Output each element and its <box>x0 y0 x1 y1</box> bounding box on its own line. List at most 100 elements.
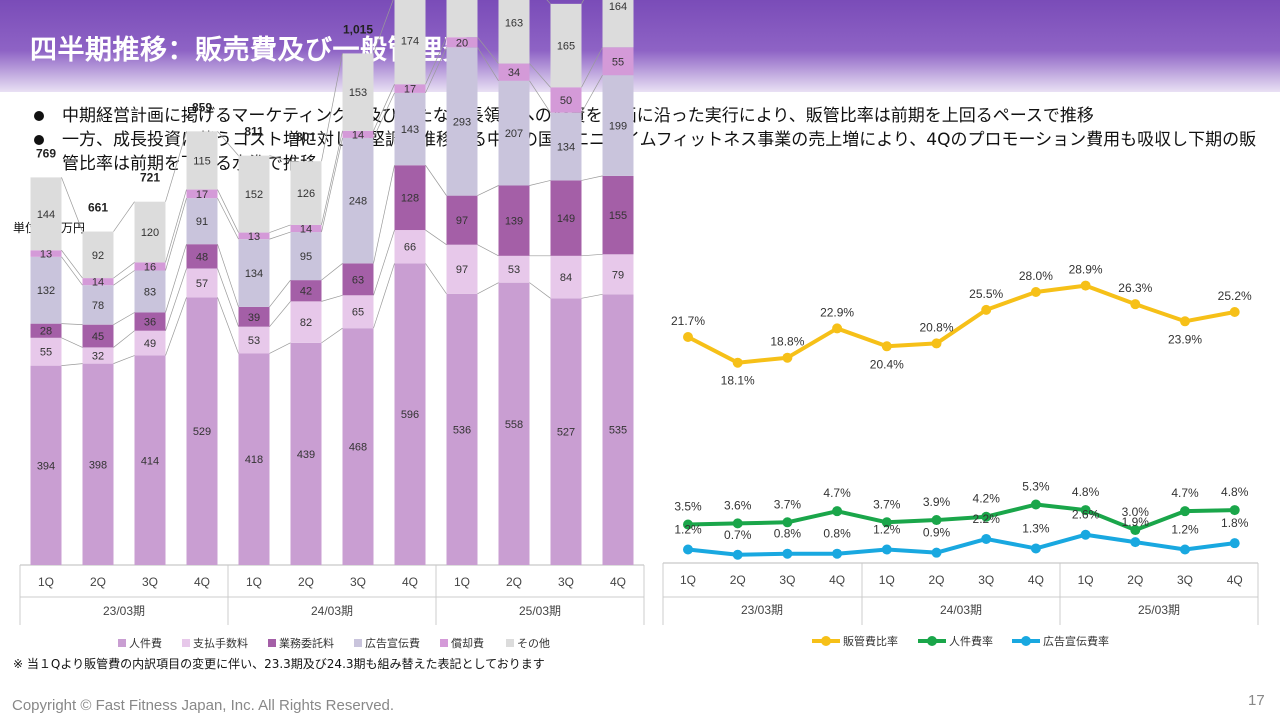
bar-connector-line <box>321 137 343 233</box>
x-tick-label: 1Q <box>1078 573 1094 587</box>
bar-connector-line <box>165 131 187 202</box>
bar-connector-line <box>217 197 239 240</box>
bar-value-label: 165 <box>557 41 575 53</box>
bar-connector-line <box>113 312 135 325</box>
bar-value-label: 63 <box>352 274 364 286</box>
data-label: 4.8% <box>1072 485 1100 499</box>
data-point <box>881 517 892 528</box>
bar-value-label: 13 <box>40 249 52 261</box>
data-point <box>832 323 843 334</box>
bar-value-label: 32 <box>92 351 104 363</box>
bar-connector-line <box>217 297 239 354</box>
bar-value-label: 143 <box>401 124 419 136</box>
data-point <box>683 544 693 555</box>
data-label: 3.6% <box>724 498 752 512</box>
bar-value-label: 79 <box>612 269 624 281</box>
bar-connector-line <box>269 224 291 233</box>
bar-value-label: 49 <box>144 338 156 350</box>
x-tick-label: 3Q <box>558 575 574 589</box>
bar-segment <box>342 53 374 131</box>
footnote: ※ 当１Qより販管費の内訳項目の変更に伴い、23.3期及び24.3期も組み替えた… <box>13 657 545 671</box>
page-number: 17 <box>1248 692 1265 709</box>
legend-marker <box>821 636 831 646</box>
bar-segment <box>394 263 426 565</box>
x-tick-label: 2Q <box>506 575 522 589</box>
legend-swatch <box>268 639 276 647</box>
legend-label: 販管費比率 <box>843 634 898 648</box>
data-label: 23.9% <box>1168 332 1202 346</box>
bar-connector-line <box>425 229 447 245</box>
data-label: 25.5% <box>969 287 1003 301</box>
data-point <box>981 304 992 315</box>
series-line <box>687 283 1236 365</box>
data-point <box>1030 499 1041 510</box>
bar-value-label: 45 <box>92 331 104 343</box>
bar-value-label: 50 <box>560 95 572 107</box>
data-point <box>1080 280 1091 291</box>
x-tick-label: 2Q <box>298 575 314 589</box>
data-label: 0.9% <box>923 526 951 540</box>
bar-segment <box>498 185 530 256</box>
bar-segment <box>550 298 582 565</box>
bar-value-label: 439 <box>297 449 315 461</box>
data-label: 3.7% <box>774 497 802 511</box>
bar-connector-line <box>269 231 291 240</box>
data-label: 3.7% <box>873 497 901 511</box>
bar-value-label: 248 <box>349 196 367 208</box>
data-point <box>1130 537 1141 548</box>
bar-value-label: 36 <box>144 317 156 329</box>
bar-value-label: 34 <box>508 67 520 79</box>
data-label: 22.9% <box>820 305 854 319</box>
bar-value-label: 66 <box>404 242 416 254</box>
bar-segment <box>186 268 218 298</box>
bar-connector-line <box>113 262 135 279</box>
bar-connector-line <box>269 342 291 354</box>
bar-segment <box>238 155 270 233</box>
x-tick-label: 2Q <box>928 573 944 587</box>
bar-value-label: 394 <box>37 460 55 472</box>
data-point <box>931 338 942 349</box>
bar-value-label: 535 <box>609 425 627 437</box>
data-point <box>782 548 793 559</box>
bar-value-label: 529 <box>193 426 211 438</box>
bar-segment <box>342 295 374 329</box>
data-label: 20.4% <box>870 357 904 371</box>
data-point <box>1229 307 1240 318</box>
data-point <box>1080 505 1091 516</box>
bar-segment <box>602 294 634 565</box>
series-line <box>687 502 1235 533</box>
data-label: 28.9% <box>1069 263 1103 277</box>
legend-swatch <box>182 639 190 647</box>
bar-value-label: 53 <box>248 335 260 347</box>
bar-segment <box>134 270 166 313</box>
bar-segment <box>550 3 582 88</box>
bar-value-label: 134 <box>245 268 263 280</box>
bar-connector-line <box>321 327 343 344</box>
bar-value-label: 144 <box>37 209 55 221</box>
data-point <box>931 515 942 526</box>
legend-label: 広告宣伝費率 <box>1043 634 1109 648</box>
bar-segment <box>134 330 166 356</box>
bar-value-label: 120 <box>141 227 159 239</box>
legend-label: 人件費 <box>129 636 162 650</box>
bar-segment <box>290 280 322 302</box>
bar-segment <box>290 301 322 343</box>
bar-value-label: 418 <box>245 454 263 466</box>
bar-value-label: 126 <box>297 188 315 200</box>
bar-connector-line <box>269 301 291 327</box>
bar-connector-line <box>113 355 135 364</box>
bar-connector-line <box>581 75 603 113</box>
x-tick-label: 2Q <box>730 573 746 587</box>
bar-segment <box>186 131 218 190</box>
bar-value-label: 13 <box>248 231 260 243</box>
legend-label: 人件費率 <box>949 634 993 648</box>
bar-connector-line <box>61 177 83 232</box>
bar-segment <box>290 161 322 225</box>
data-point <box>1229 505 1240 516</box>
data-label: 18.1% <box>721 374 755 388</box>
data-label: 1.2% <box>873 523 901 537</box>
x-tick-label: 1Q <box>879 573 895 587</box>
bar-segment <box>238 353 270 565</box>
x-tick-label: 3Q <box>350 575 366 589</box>
bar-value-label: 128 <box>401 193 419 205</box>
